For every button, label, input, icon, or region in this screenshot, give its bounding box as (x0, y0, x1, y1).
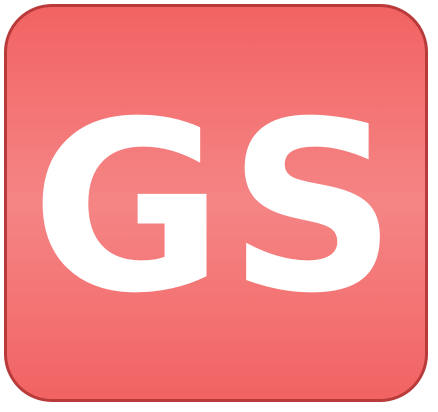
gs-icon-text: GS (30, 71, 402, 345)
gs-app-icon: GS (4, 4, 428, 402)
